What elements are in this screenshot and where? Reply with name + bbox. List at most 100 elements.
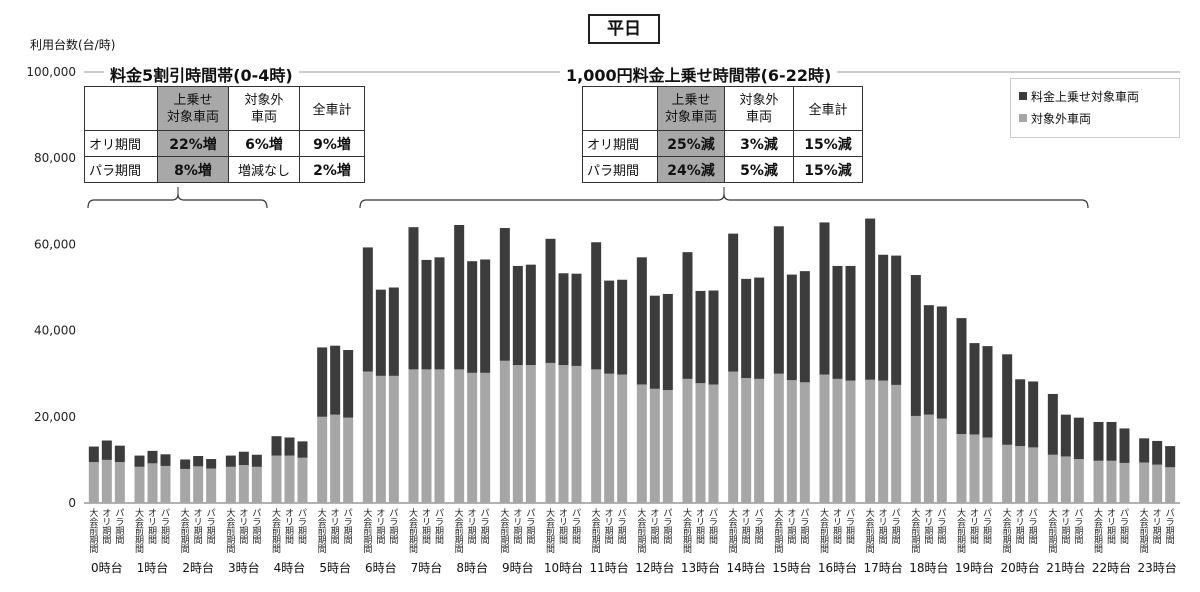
bar-period-label-char: ラ <box>481 517 490 528</box>
bar-segment-excluded <box>1028 447 1039 503</box>
bar-period-label-char: オ <box>1016 508 1025 519</box>
x-category-label: 12時台 <box>635 560 674 575</box>
bar-period-label-char: 期 <box>389 526 398 537</box>
x-category-label: 11時台 <box>590 560 629 575</box>
bar-period-label-char: 期 <box>800 526 809 537</box>
bar-segment-surcharge <box>421 259 432 370</box>
bar-period-label-char: リ <box>559 518 568 528</box>
bar-period-label-char: 期 <box>1074 526 1083 537</box>
table-header-text: 上乗せ 対象車両 <box>166 92 219 125</box>
bar-period-label-char: 会 <box>272 516 281 528</box>
bar-segment-surcharge <box>982 346 993 438</box>
bar-period-label-char: 間 <box>1153 535 1162 546</box>
bar-period-label-char: 間 <box>911 544 920 555</box>
table-header-text: 上乗せ 対象車両 <box>664 92 717 125</box>
bar-period-label-char: 期 <box>696 526 705 537</box>
bar-period-label-char: 前 <box>1003 525 1012 537</box>
bar-period-label-char: 大 <box>957 507 966 519</box>
bar-period-label-char: 前 <box>866 525 875 537</box>
bar-segment-excluded <box>1165 467 1176 503</box>
x-category-label: 7時台 <box>411 560 443 575</box>
bar-period-label-char: 会 <box>1094 516 1103 528</box>
bar-segment-surcharge <box>388 287 399 376</box>
bar-period-label-char: 期 <box>1048 535 1057 546</box>
bar-period-label-char: 前 <box>135 525 144 537</box>
bar-period-label-char: 前 <box>318 525 327 537</box>
bar-period-label-char: オ <box>194 508 203 519</box>
bar-period-label-char: 期 <box>572 526 581 537</box>
bar-segment-surcharge <box>891 255 902 385</box>
bar-period-label-char: 会 <box>500 516 509 528</box>
legend-item-surcharge: 料金上乗せ対象車両 <box>1019 85 1171 107</box>
bar-period-label-char: オ <box>1107 508 1116 519</box>
table-row-paralympics-label: パラ期間 <box>582 156 658 183</box>
x-category-label: 14時台 <box>727 560 766 575</box>
bar-segment-surcharge <box>251 454 262 467</box>
bar-period-label-char: オ <box>1153 508 1162 519</box>
bar-period-label-char: 間 <box>148 535 157 546</box>
table-corner <box>84 86 158 131</box>
bar-period-label-char: 間 <box>592 544 601 555</box>
table-cell: 3%減 <box>724 130 794 157</box>
bar-segment-surcharge <box>193 456 204 467</box>
bar-period-label-char: 大 <box>911 507 920 519</box>
bar-period-label-char: 前 <box>729 525 738 537</box>
bar-period-label-char: 大 <box>363 507 372 519</box>
x-category-label: 18時台 <box>909 560 948 575</box>
legend-label: 対象外車両 <box>1031 111 1092 126</box>
bar-period-label-char: リ <box>787 518 796 528</box>
bar-segment-excluded <box>617 374 628 503</box>
bar-segment-surcharge <box>454 225 465 370</box>
bar-segment-surcharge <box>754 277 765 379</box>
bar-period-label-char: 間 <box>239 535 248 546</box>
table-row-olympics-label: オリ期間 <box>84 130 158 157</box>
bar-period-label-char: 期 <box>318 535 327 546</box>
bar-period-label-char: 間 <box>468 535 477 546</box>
bar-period-label-char: 間 <box>970 535 979 546</box>
bar-period-label-char: ラ <box>115 517 124 528</box>
bar-period-label-char: 期 <box>89 535 98 546</box>
bar-period-label-char: 間 <box>1016 535 1025 546</box>
bar-period-label-char: 間 <box>696 535 705 546</box>
bar-period-label-char: 会 <box>774 516 783 528</box>
bar-period-label-char: 期 <box>285 526 294 537</box>
bar-segment-surcharge <box>1047 393 1058 455</box>
bar-period-label-char: 間 <box>1029 535 1038 546</box>
bar-period-label-char: 期 <box>1061 526 1070 537</box>
table-cell: 22%増 <box>157 130 229 157</box>
bar-period-label-char: パ <box>937 508 946 519</box>
bar-period-label-char: 大 <box>1003 507 1012 519</box>
bar-layer <box>88 218 1176 503</box>
bar-period-label-char: オ <box>742 508 751 519</box>
bar-period-label-char: ラ <box>344 517 353 528</box>
x-category-label: 10時台 <box>544 560 583 575</box>
x-category-label: 20時台 <box>1001 560 1040 575</box>
bar-period-label-char: 期 <box>970 526 979 537</box>
bar-period-label-char: オ <box>787 508 796 519</box>
bar-segment-excluded <box>434 369 445 503</box>
table-header-all-vehicles: 全車計 <box>299 86 365 131</box>
x-label-layer: 大会前期間オリ期間パラ期間0時台大会前期間オリ期間パラ期間1時台大会前期間オリ期… <box>89 507 1176 575</box>
bar-period-label-char: 会 <box>89 516 98 528</box>
bar-period-label-char: 期 <box>592 535 601 546</box>
bar-period-label-char: 期 <box>650 526 659 537</box>
x-category-label: 17時台 <box>864 560 903 575</box>
table-row-olympics-label: オリ期間 <box>582 130 658 157</box>
bar-period-label-char: 間 <box>983 535 992 546</box>
bar-period-label-char: 大 <box>272 507 281 519</box>
bar-period-label-char: 間 <box>879 535 888 546</box>
bar-segment-surcharge <box>467 261 478 373</box>
bar-period-label-char: 期 <box>376 526 385 537</box>
bar-segment-surcharge <box>1060 414 1071 457</box>
bar-period-label-char: 間 <box>1107 535 1116 546</box>
bar-period-label-char: オ <box>376 508 385 519</box>
bar-period-label-char: 会 <box>181 516 190 528</box>
bar-period-label-char: 間 <box>285 535 294 546</box>
bar-period-label-char: 会 <box>1140 516 1149 528</box>
bar-period-label-char: パ <box>526 508 535 519</box>
bar-period-label-char: リ <box>970 518 979 528</box>
bar-period-label-char: 期 <box>239 526 248 537</box>
bar-period-label-char: オ <box>605 508 614 519</box>
bar-period-label-char: ラ <box>755 517 764 528</box>
bar-segment-surcharge <box>799 271 810 383</box>
